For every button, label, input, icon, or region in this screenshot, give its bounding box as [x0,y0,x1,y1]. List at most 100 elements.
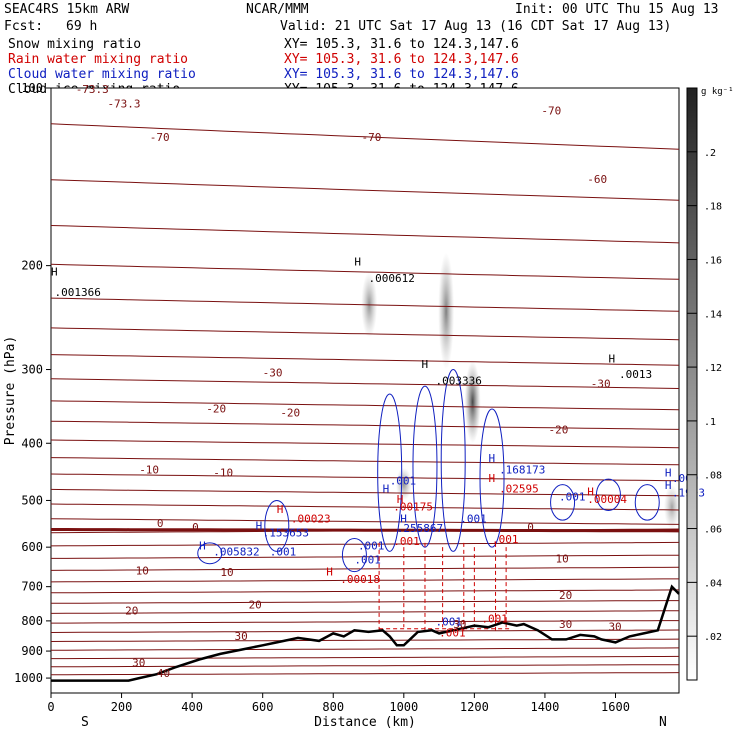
isotherm-18 [51,554,679,559]
cloud-water-contour-6 [479,408,505,548]
field-label-15: 0 [527,521,534,534]
isotherm-15 [50,518,680,525]
field-label-59: .00018 [340,573,380,586]
init-time: Init: 00 UTC Thu 15 Aug 13 [515,2,719,17]
x-tick-label-1: 200 [111,700,133,714]
field-label-14: 0 [192,521,199,534]
x-tick-label-8: 1600 [601,700,630,714]
field-label-42: .001 [460,513,487,526]
isotherm-0 [50,123,680,150]
isotherm-zero [51,528,680,533]
isotherm-1 [50,179,680,201]
isotherm-8 [50,400,680,411]
isotherm-14 [50,503,680,511]
field-name-2: Cloud water mixing ratio [8,67,196,82]
field-label-57: .005832 [213,546,259,559]
cloud-water-contour-2 [341,537,367,573]
field-xy-1: XY= 105.3, 31.6 to 124.3,147.6 [284,52,519,67]
y-tick-label-4: 500 [21,493,43,507]
y-tick-label-9: 1000 [14,671,43,685]
x-tick-label-6: 1200 [460,700,489,714]
field-label-58: H [326,565,333,578]
isotherm-19 [50,566,680,571]
valid-time: Valid: 21 UTC Sat 17 Aug 13 (16 CDT Sat … [280,19,671,34]
isotherm-23 [50,610,679,614]
field-label-0: -73.3 [76,83,109,96]
isotherm-29 [51,664,679,668]
field-label-49: .001 [358,539,385,552]
isotherm-28 [51,655,680,660]
field-label-28: H [51,266,58,279]
cloud-water-contour-9 [634,484,660,521]
isotherm-4 [50,297,680,312]
field-label-13: 0 [157,517,164,530]
field-label-22: 30 [234,630,247,643]
cloud-water-contour-8 [595,478,621,511]
field-label-18: 10 [556,552,569,565]
y-tick-label-0: 100 [21,81,43,95]
isotherm-10 [50,439,680,449]
field-name-1: Rain water mixing ratio [8,52,188,67]
field-label-30: H [354,256,361,269]
endpoint-left: S [81,715,89,730]
isotherm-27 [51,647,680,651]
isotherm-26 [50,638,680,642]
colorbar-label-0: .02 [704,632,722,643]
isotherm-22 [50,600,679,604]
field-name-0: Snow mixing ratio [8,37,141,52]
field-label-1: -73.3 [107,98,140,111]
isotherm-20 [50,578,679,583]
model-title: SEAC4RS 15km ARW [4,2,129,17]
field-label-17: 10 [220,566,233,579]
ice-shade-1 [438,252,455,370]
field-label-56: H [199,539,206,552]
cloud-water-contour-7 [550,484,576,521]
field-label-31: .000612 [369,272,415,285]
isotherm-3 [50,263,680,280]
field-label-36: H [383,483,390,496]
field-label-8: -20 [206,403,226,416]
field-label-3: -70 [361,131,381,144]
field-label-51: H [256,519,263,532]
field-label-5: -60 [587,173,607,186]
y-tick-label-3: 400 [21,436,43,450]
field-label-33: .003336 [436,374,482,387]
field-label-39: H [397,493,404,506]
field-label-35: .0013 [619,368,652,381]
colorbar-label-2: .06 [704,525,722,536]
field-label-25: 30 [559,618,572,631]
field-label-50: .001 [354,554,381,567]
field-label-19: 20 [125,604,138,617]
field-label-44: .168173 [499,463,545,476]
colorbar-label-5: .12 [704,363,722,374]
field-label-67: .001 [439,626,466,639]
field-label-11: -10 [139,463,159,476]
field-label-43: H [488,452,495,465]
field-label-52: .153653 [263,526,309,539]
field-label-61: H [587,485,594,498]
endpoint-right: N [659,715,667,730]
field-label-2: -70 [150,131,170,144]
colorbar-label-7: .16 [704,255,722,266]
field-label-9: -20 [280,406,300,419]
field-label-54: .00023 [291,513,331,526]
isotherm-21 [50,589,680,594]
cloud-water-contour-5 [440,369,466,552]
isotherm-13 [50,488,680,497]
x-tick-label-4: 800 [322,700,344,714]
y-tick-label-1: 200 [21,259,43,273]
field-label-69: .001 [436,616,463,629]
field-label-20: 20 [249,598,262,611]
field-label-55: .001 [270,546,297,559]
field-label-41: H [400,513,407,526]
colorbar-label-3: .08 [704,471,722,482]
y-axis-label: Pressure (hPa) [3,336,18,446]
field-label-38: .00175 [393,500,433,513]
field-label-4: -70 [541,105,561,118]
x-tick-label-2: 400 [181,700,203,714]
colorbar-unit: g kg⁻¹ [701,87,734,97]
field-label-32: H [421,358,428,371]
field-label-63: H [665,466,672,479]
field-label-62: .00004 [587,493,627,506]
